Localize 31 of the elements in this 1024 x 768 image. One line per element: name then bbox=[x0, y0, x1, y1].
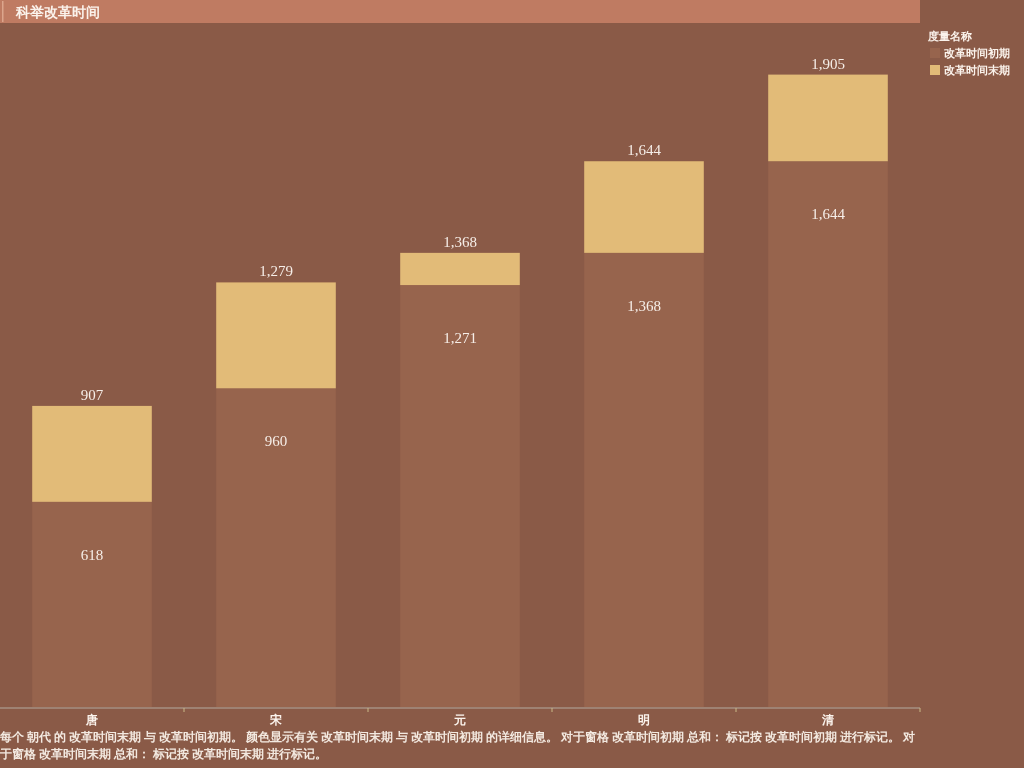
bar bbox=[32, 501, 152, 707]
x-tick-label: 元 bbox=[453, 713, 466, 727]
legend-label: 改革时间末期 bbox=[944, 64, 1010, 76]
x-tick-label: 明 bbox=[638, 713, 650, 727]
x-tick-label: 宋 bbox=[269, 713, 282, 727]
bar bbox=[768, 161, 888, 707]
chart-title: 科举改革时间 bbox=[15, 4, 100, 20]
x-tick-label: 清 bbox=[821, 713, 834, 727]
total-label: 1,279 bbox=[259, 263, 293, 280]
bar bbox=[216, 282, 336, 389]
data-label: 1,644 bbox=[811, 206, 846, 223]
bar bbox=[768, 74, 888, 162]
bar bbox=[584, 252, 704, 707]
total-label: 907 bbox=[80, 386, 104, 403]
bar bbox=[32, 405, 152, 502]
bar bbox=[216, 388, 336, 707]
x-tick-label: 唐 bbox=[85, 713, 98, 727]
text: 每个 朝代 的 改革时间末期 与 改革时间初期。 颜色显示有关 改革时间末期 与 改革时间初期 的详细信息。 对于窗格 改革时间初期 总和： 标记按 改革时间初期 进行标记。 对于窗格 改革时间末期 总和： 标记按 改革时间末期 进行标记。 bbox=[0, 729, 916, 763]
data-label: 960 bbox=[264, 433, 288, 450]
total-label: 1,644 bbox=[627, 142, 662, 159]
bar bbox=[584, 161, 704, 253]
bar bbox=[400, 252, 520, 286]
total-label: 1,368 bbox=[443, 233, 477, 250]
legend-label: 改革时间初期 bbox=[944, 47, 1010, 59]
total-label: 1,905 bbox=[811, 55, 845, 72]
data-label: 1,271 bbox=[443, 330, 477, 347]
title-banner: 科举改革时间 bbox=[0, 0, 920, 23]
data-label: 618 bbox=[80, 546, 104, 563]
data-label: 1,368 bbox=[627, 297, 661, 314]
legend-title: 度量名称 bbox=[927, 30, 973, 42]
bar bbox=[400, 285, 520, 707]
